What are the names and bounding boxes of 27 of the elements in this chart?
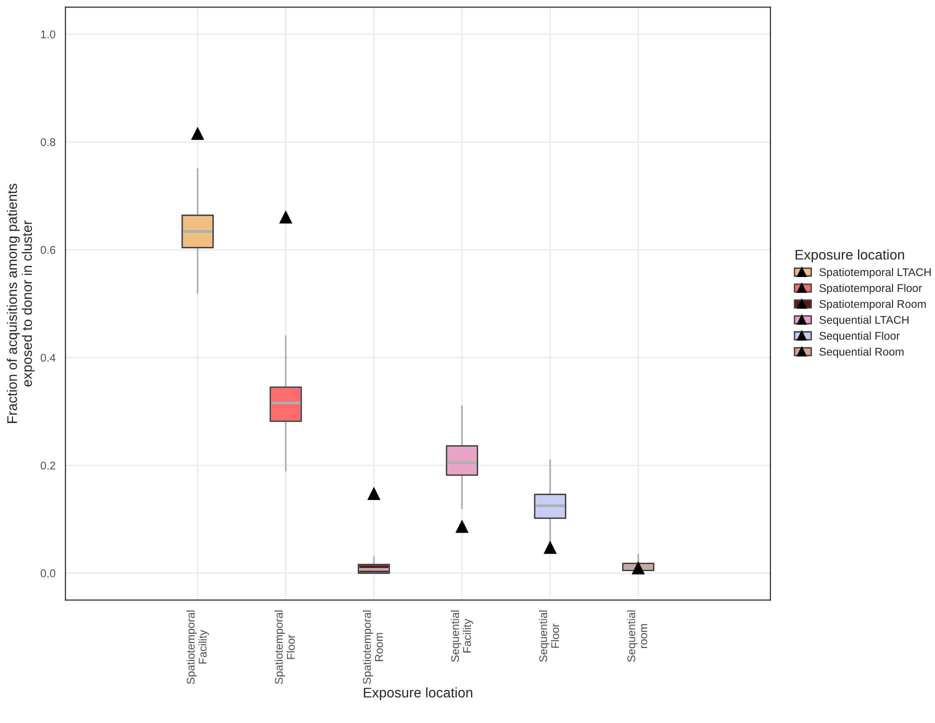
point: [544, 540, 557, 554]
legend-title: Exposure location: [796, 249, 904, 262]
y-tick-label: 0.8: [40, 138, 56, 146]
y-tick-label: 0.4: [40, 354, 56, 362]
x-tick-label: Sequential room: [627, 610, 648, 662]
x-axis-title: Exposure location: [364, 687, 472, 700]
y-tick-label: 0.6: [40, 246, 56, 254]
point: [279, 210, 292, 224]
x-tick-label: Spatiotemporal Room: [362, 610, 383, 684]
point: [191, 126, 204, 140]
point: [367, 486, 380, 500]
legend-label: Spatiotemporal LTACH: [819, 268, 931, 278]
y-tick-label: 1.0: [41, 30, 56, 38]
y-axis-title: Fraction of acquisitions among patients exposed to donor in cluster: [6, 184, 35, 423]
x-tick-label: Sequential Floor: [538, 610, 560, 662]
point: [455, 520, 469, 533]
legend-label: Spatiotemporal Room: [819, 300, 926, 310]
y-tick-label: 0.0: [40, 569, 56, 578]
x-tick-label: Spatiotemporal Floor: [274, 610, 295, 684]
y-tick-label: 0.2: [40, 462, 56, 470]
legend-label: Sequential Room: [819, 348, 904, 358]
legend-label: Sequential Floor: [819, 332, 900, 342]
legend-label: Spatiotemporal Floor: [819, 284, 922, 294]
point: [632, 561, 645, 574]
x-tick-label: Spatiotemporal Facility: [186, 610, 209, 684]
x-tick-label: Sequential Facility: [450, 610, 474, 662]
legend-label: Sequential LTACH: [819, 316, 908, 326]
